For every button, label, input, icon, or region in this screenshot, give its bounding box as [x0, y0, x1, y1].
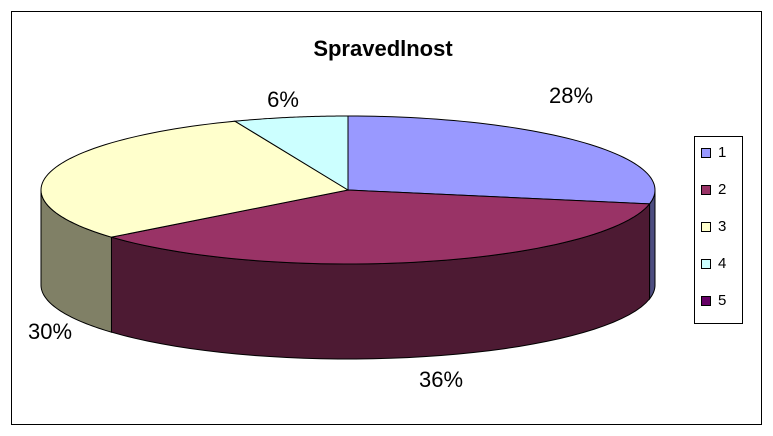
data-label: 36% — [419, 367, 463, 392]
legend-label: 1 — [718, 144, 726, 161]
legend-label: 5 — [718, 292, 726, 309]
slice — [347, 115, 656, 205]
legend-swatch — [701, 222, 711, 232]
legend-label: 2 — [718, 181, 726, 198]
slice-side — [649, 189, 656, 301]
legend-label: 3 — [718, 218, 726, 235]
legend-swatch — [701, 259, 711, 269]
chart-title: Spravedlnost — [313, 36, 453, 61]
data-label: 30% — [28, 319, 72, 344]
slice — [233, 115, 349, 191]
chart-border — [11, 11, 762, 425]
slice — [40, 120, 350, 238]
slice — [111, 189, 651, 265]
legend-swatch — [701, 148, 711, 158]
data-label: 28% — [549, 83, 593, 108]
legend-swatch — [701, 296, 711, 306]
data-label: 6% — [267, 87, 299, 112]
legend-label: 4 — [718, 255, 726, 272]
legend-swatch — [701, 185, 711, 195]
